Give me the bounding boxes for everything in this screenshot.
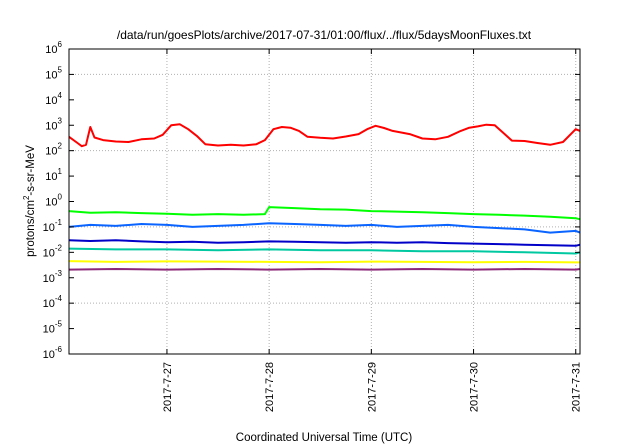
y-tick-label: 10-3 (43, 269, 63, 285)
y-axis-label: protons/cm2-s-sr-MeV (22, 145, 37, 257)
y-axis-label-base: protons/cm (25, 200, 37, 257)
series-line-7 (68, 268, 581, 271)
chart-title: /data/run/goesPlots/archive/2017-07-31/0… (117, 28, 532, 42)
x-tick-labels: 2017-7-27 2017-7-28 2017-7-29 2017-7-30 2017… (162, 362, 583, 412)
y-tick-label: 101 (45, 167, 62, 183)
plot-frame (68, 48, 581, 355)
x-tick-label: 2017-7-30 (469, 362, 481, 412)
y-tick-label: 10-6 (43, 345, 63, 361)
y-tick-label: 103 (45, 116, 62, 132)
y-tick-label: 10-2 (43, 243, 63, 259)
y-tick-label: 100 (45, 193, 62, 209)
x-tick-label: 2017-7-27 (162, 362, 174, 412)
series-line-6 (68, 260, 580, 264)
x-tick-label: 2017-7-31 (571, 362, 583, 412)
y-tick-label: 104 (45, 91, 62, 107)
x-axis-label: Coordinated Universal Time (UTC) (236, 432, 413, 444)
x-tick-label: 2017-7-28 (264, 362, 276, 412)
series-line-5 (68, 247, 581, 255)
x-tick-label: 2017-7-29 (366, 362, 378, 412)
y-tick-labels: 10-6 10-5 10-4 10-3 10-2 10-1 100 101 102 103 104 1… (43, 40, 63, 361)
y-tick-label: 105 (45, 65, 62, 81)
series-line-2 (68, 206, 581, 221)
y-axis-label-exponent: 2 (22, 195, 31, 200)
y-tick-label: 106 (45, 40, 62, 56)
series-line-3 (68, 222, 581, 234)
y-tick-label: 10-5 (43, 320, 63, 336)
y-axis-label-tail: -s-sr-MeV (25, 145, 37, 196)
y-tick-label: 10-4 (43, 294, 63, 310)
data-series (68, 123, 581, 271)
y-tick-label: 10-1 (43, 218, 63, 234)
series-line-4 (68, 239, 581, 247)
axis-ticks (69, 48, 580, 355)
y-tick-label: 102 (45, 142, 62, 158)
series-line-1 (68, 123, 581, 148)
grid-lines (69, 49, 580, 354)
